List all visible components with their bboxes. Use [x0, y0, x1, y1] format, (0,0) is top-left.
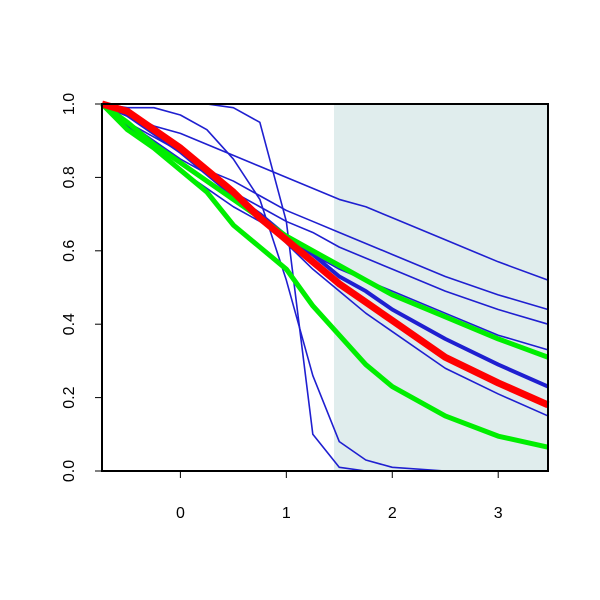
y-tick-label: 1.0	[61, 93, 78, 115]
highlight-region	[334, 104, 548, 471]
y-tick-label: 0.4	[61, 313, 78, 335]
series-line	[101, 103, 548, 472]
series-line	[101, 103, 549, 281]
x-tick-label: 2	[388, 505, 397, 522]
x-tick-label: 3	[494, 505, 503, 522]
series-line	[101, 103, 549, 311]
x-tick-label: 0	[176, 505, 185, 522]
plot-box	[101, 103, 549, 472]
y-tick-label: 0.0	[61, 460, 78, 482]
series-line	[100, 102, 549, 450]
y-tick-label: 0.6	[61, 240, 78, 262]
series-line	[101, 100, 550, 409]
y-tick-label: 0.2	[61, 386, 78, 408]
x-tick-label: 1	[282, 505, 291, 522]
y-tick-label: 0.8	[61, 166, 78, 188]
